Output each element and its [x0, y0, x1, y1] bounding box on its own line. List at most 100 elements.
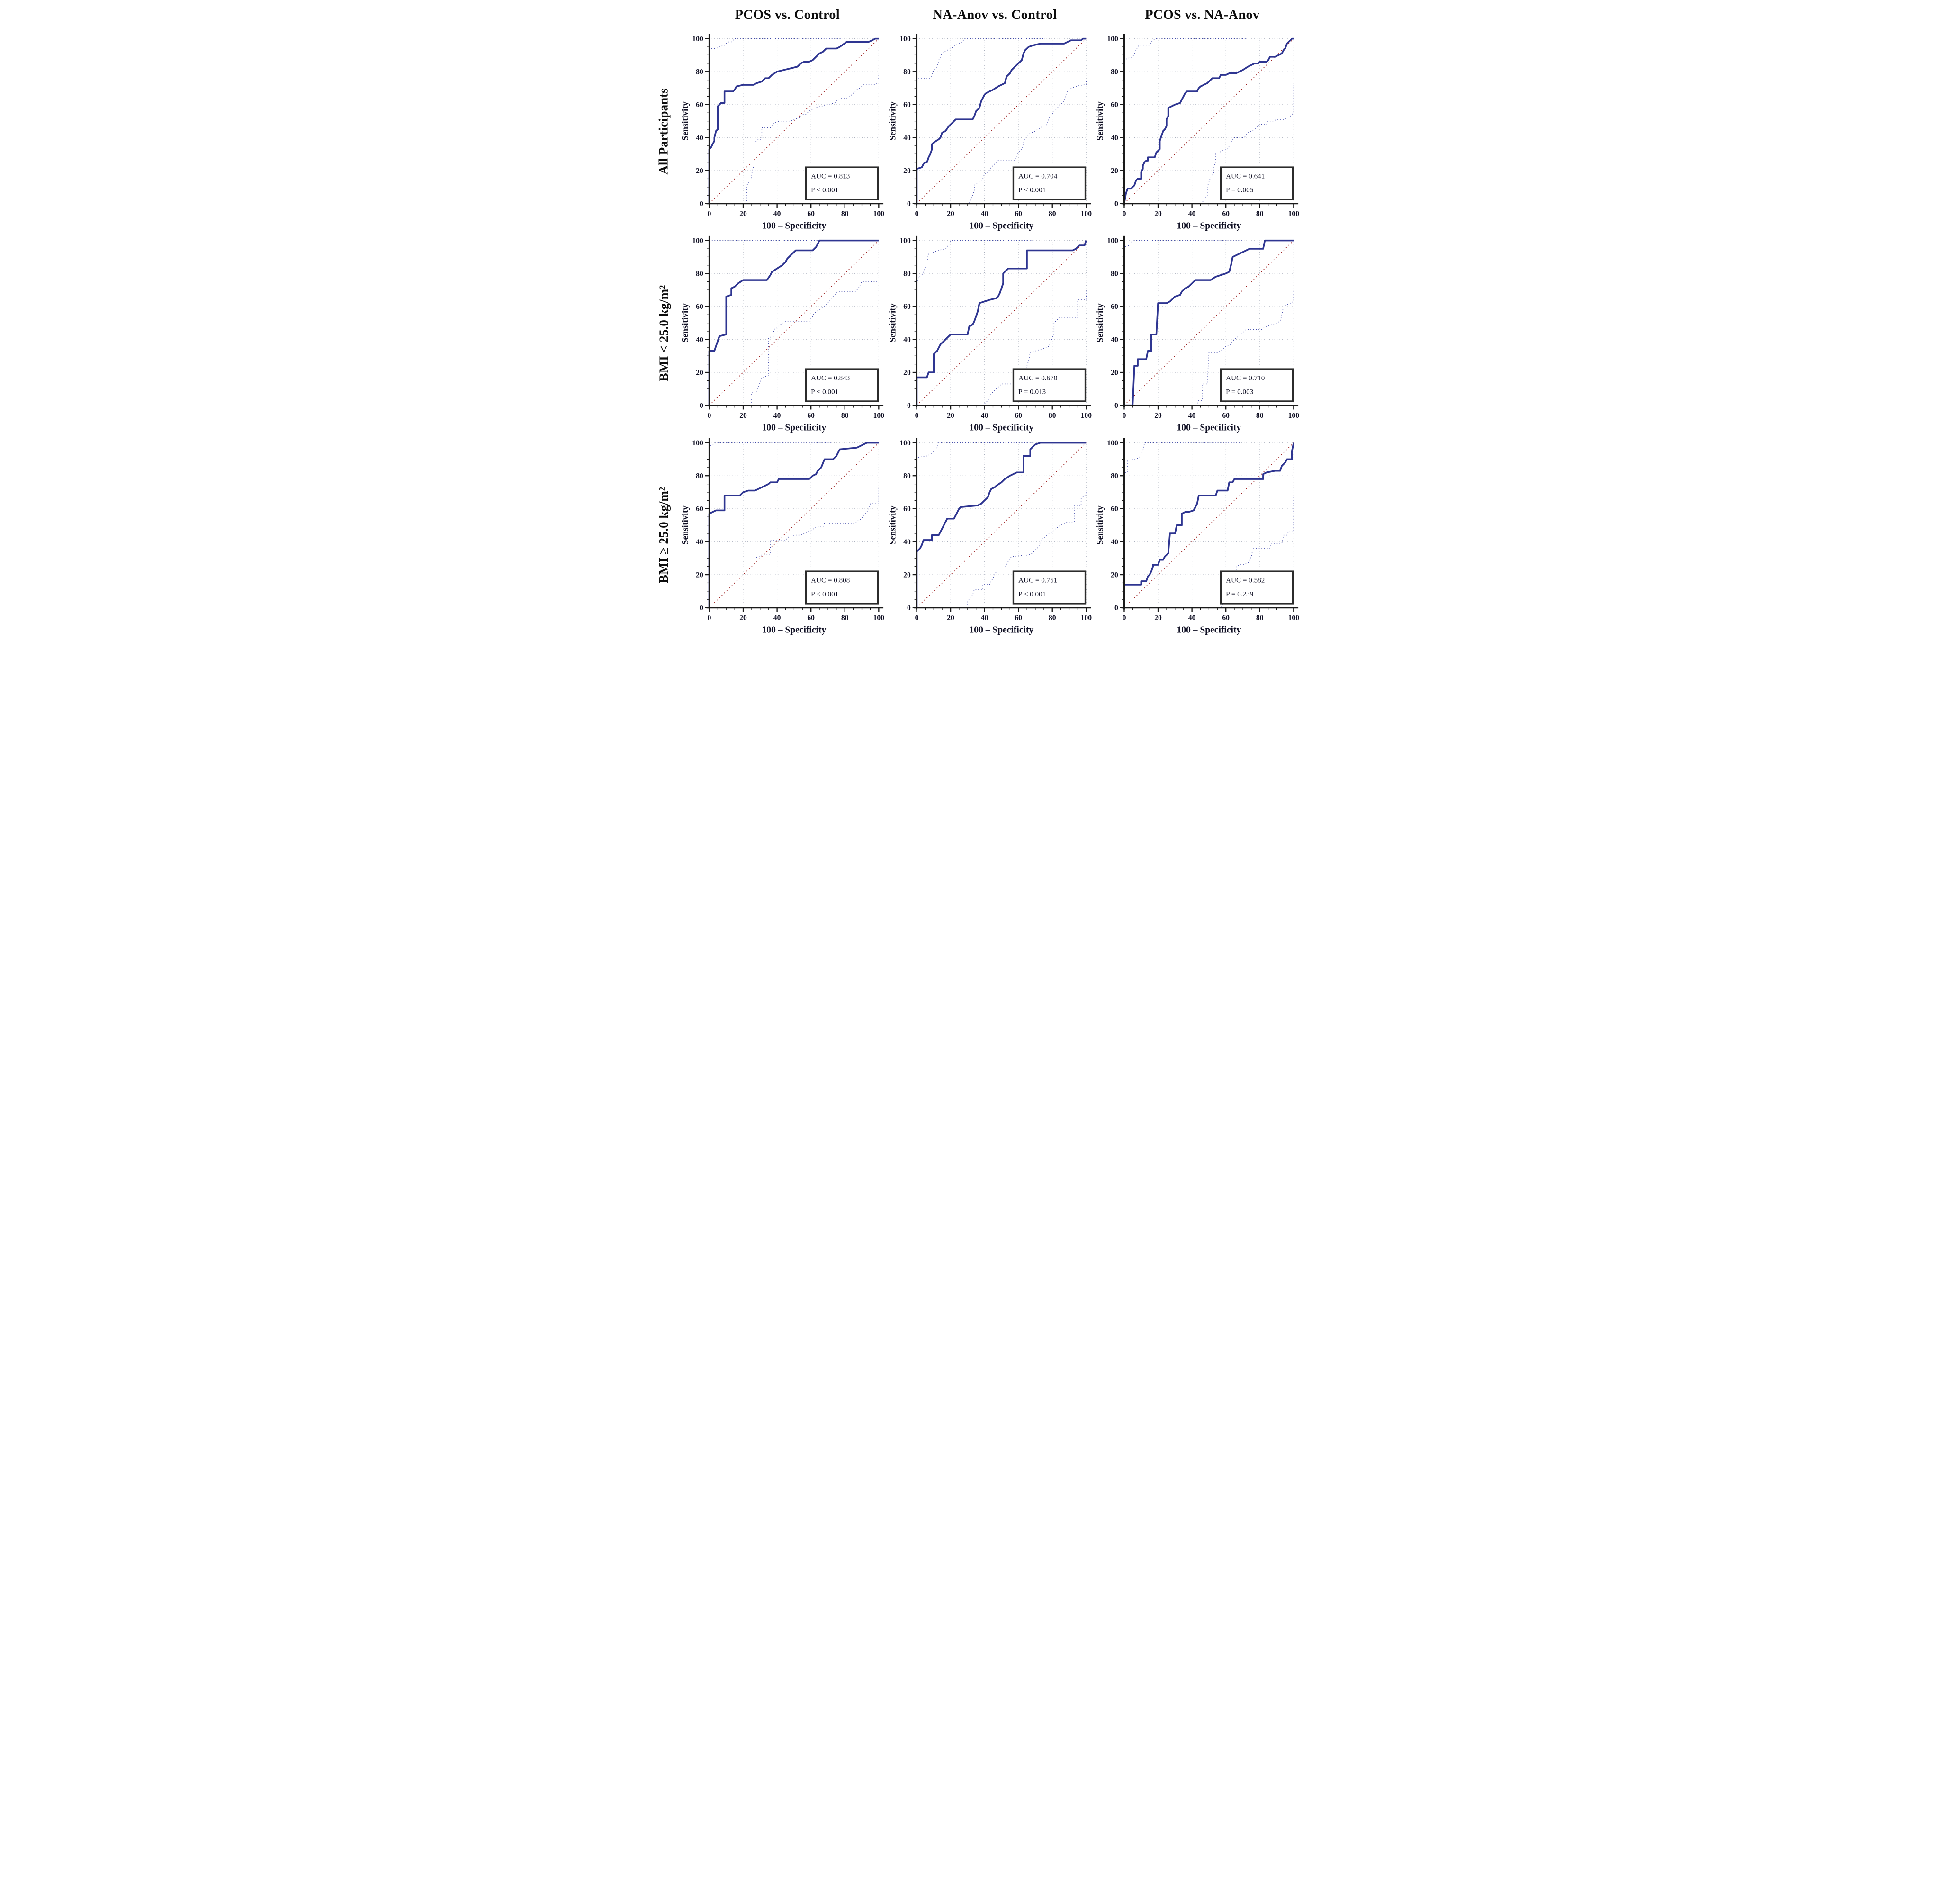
x-tick-label: 40 [1188, 614, 1195, 622]
y-tick-label: 0 [699, 604, 703, 612]
y-tick-label: 20 [696, 167, 703, 175]
roc-panel: 0 0 20 20 40 40 60 60 80 80 100 100 Sensitivity 100 –… [885, 30, 1093, 232]
y-axis-title: Sensitivity [1095, 101, 1105, 141]
roc-chart-svg: 00 20 20 40 40 60 60 80 80 100 100 Sensitivity 100 –… [1095, 438, 1299, 635]
roc-curve [708, 37, 879, 204]
p-value-label: P < 0.001 [811, 388, 838, 396]
chance-diagonal [709, 442, 879, 608]
y-axis-title: Sensitivity [1095, 505, 1105, 544]
y-tick-label: 60 [1111, 101, 1118, 109]
row-label-bmi-under-25: BMI < 25.0 kg/m² [656, 285, 671, 382]
roc-curve [708, 442, 879, 608]
x-tick-label: 0 [1122, 412, 1126, 420]
roc-curve [916, 37, 1086, 204]
column-title-pcos-vs-naanov: PCOS vs. NA-Anov [1145, 8, 1260, 22]
x-tick-label: 60 [1222, 210, 1230, 218]
y-axis-title: Sensitivity [1095, 303, 1105, 343]
roc-chart-svg: 00 20 20 40 40 60 60 80 80 100 100 Sensitivity 100 –… [1095, 236, 1299, 433]
column-title-naanov-vs-control: NA-Anov vs. Control [933, 8, 1057, 22]
x-axis-title: 100 – Specificity [762, 423, 826, 433]
x-tick-label: 100 [1288, 614, 1299, 622]
auc-value-label: AUC = 0.582 [1226, 576, 1265, 584]
chance-diagonal [709, 240, 879, 406]
auc-annotation-box [1012, 368, 1086, 402]
x-tick-label: 60 [807, 614, 815, 622]
x-tick-label: 100 [1080, 412, 1092, 420]
row-label-cell-bmi-low: BMI < 25.0 kg/m² [650, 232, 678, 434]
roc-chart-svg: 00 20 20 40 40 60 60 80 80 100 100 Sensitivity 100 –… [680, 34, 884, 231]
ci-upper-band [1123, 442, 1240, 555]
roc-chart-svg: 00 20 20 40 40 60 60 80 80 100 100 Sensitivity 100 –… [680, 236, 884, 433]
x-tick-label: 100 [1080, 614, 1092, 622]
ci-upper-band [916, 240, 1035, 356]
x-tick-label: 40 [773, 210, 781, 218]
x-tick-label: 0 [707, 210, 711, 218]
y-tick-label: 20 [1111, 167, 1118, 175]
y-tick-label: 40 [1111, 336, 1118, 344]
auc-value-label: AUC = 0.808 [811, 576, 850, 584]
x-tick-label: 60 [1015, 614, 1022, 622]
y-tick-label: 60 [1111, 303, 1118, 311]
roc-panel: 0 0 20 20 40 40 60 60 80 80 100 100 Sensitivity 100 –… [885, 232, 1093, 434]
y-tick-label: 100 [692, 237, 703, 245]
chance-diagonal [1123, 38, 1294, 204]
roc-curve [1123, 240, 1294, 406]
y-axis-title: Sensitivity [888, 303, 898, 343]
corner-spacer [650, 0, 678, 30]
x-axis-title: 100 – Specificity [969, 625, 1033, 635]
ci-lower-band [959, 80, 1087, 204]
x-tick-label: 20 [947, 412, 954, 420]
column-title-pcos-vs-control: PCOS vs. Control [735, 8, 840, 22]
x-tick-label: 80 [1048, 614, 1056, 622]
roc-chart-svg: 00 20 20 40 40 60 60 80 80 100 100 Sensitivity 100 –… [1095, 34, 1299, 231]
y-tick-label: 20 [1111, 571, 1118, 579]
x-axis-title: 100 – Specificity [969, 221, 1033, 231]
x-tick-label: 60 [807, 412, 815, 420]
x-tick-label: 20 [739, 614, 747, 622]
x-tick-label: 80 [1048, 412, 1056, 420]
p-value-label: P = 0.005 [1226, 186, 1253, 194]
roc-panel: 0 0 20 20 40 40 60 60 80 80 100 100 Sensitivity 100 –… [1093, 434, 1300, 636]
x-tick-label: 40 [773, 412, 781, 420]
y-tick-label: 60 [1111, 505, 1118, 513]
roc-chart-svg: 00 20 20 40 40 60 60 80 80 100 100 Sensitivity 100 –… [888, 438, 1092, 635]
y-tick-label: 20 [696, 369, 703, 377]
y-axis-title: Sensitivity [888, 505, 898, 544]
row-label-cell-bmi-high: BMI ≥ 25.0 kg/m² [650, 434, 678, 636]
auc-value-label: AUC = 0.641 [1226, 172, 1265, 180]
x-tick-label: 0 [1122, 210, 1126, 218]
y-tick-label: 40 [696, 336, 703, 344]
p-value-label: P < 0.001 [811, 186, 838, 194]
y-tick-label: 80 [696, 472, 703, 480]
roc-panel: 0 0 20 20 40 40 60 60 80 80 100 100 Sensitivity 100 –… [678, 232, 885, 434]
roc-panel: 0 0 20 20 40 40 60 60 80 80 100 100 Sensitivity 100 –… [885, 434, 1093, 636]
x-tick-label: 80 [1048, 210, 1056, 218]
x-tick-label: 80 [1256, 412, 1263, 420]
y-tick-label: 0 [699, 200, 703, 208]
y-tick-label: 80 [1111, 472, 1118, 480]
p-value-label: P = 0.013 [1018, 388, 1046, 396]
x-axis-title: 100 – Specificity [969, 423, 1033, 433]
y-tick-label: 80 [1111, 68, 1118, 76]
x-tick-label: 60 [1015, 412, 1022, 420]
roc-panel: 0 0 20 20 40 40 60 60 80 80 100 100 Sensitivity 100 –… [1093, 232, 1300, 434]
x-axis-title: 100 – Specificity [762, 221, 826, 231]
roc-curve [1123, 37, 1294, 204]
x-tick-label: 80 [841, 614, 848, 622]
x-tick-label: 20 [739, 412, 747, 420]
y-tick-label: 20 [696, 571, 703, 579]
auc-annotation-box [1012, 570, 1086, 605]
roc-curve [708, 240, 879, 406]
y-tick-label: 20 [903, 571, 911, 579]
auc-value-label: AUC = 0.704 [1018, 172, 1058, 180]
chance-diagonal [709, 38, 879, 204]
x-tick-label: 40 [980, 412, 988, 420]
y-tick-label: 0 [907, 604, 910, 612]
y-tick-label: 40 [1111, 134, 1118, 142]
y-tick-label: 20 [903, 369, 911, 377]
roc-chart-svg: 00 20 20 40 40 60 60 80 80 100 100 Sensitivity 100 –… [680, 438, 884, 635]
x-tick-label: 0 [915, 614, 918, 622]
p-value-label: P < 0.001 [1018, 590, 1046, 598]
p-value-label: P < 0.001 [811, 590, 838, 598]
p-value-label: P < 0.001 [1018, 186, 1046, 194]
